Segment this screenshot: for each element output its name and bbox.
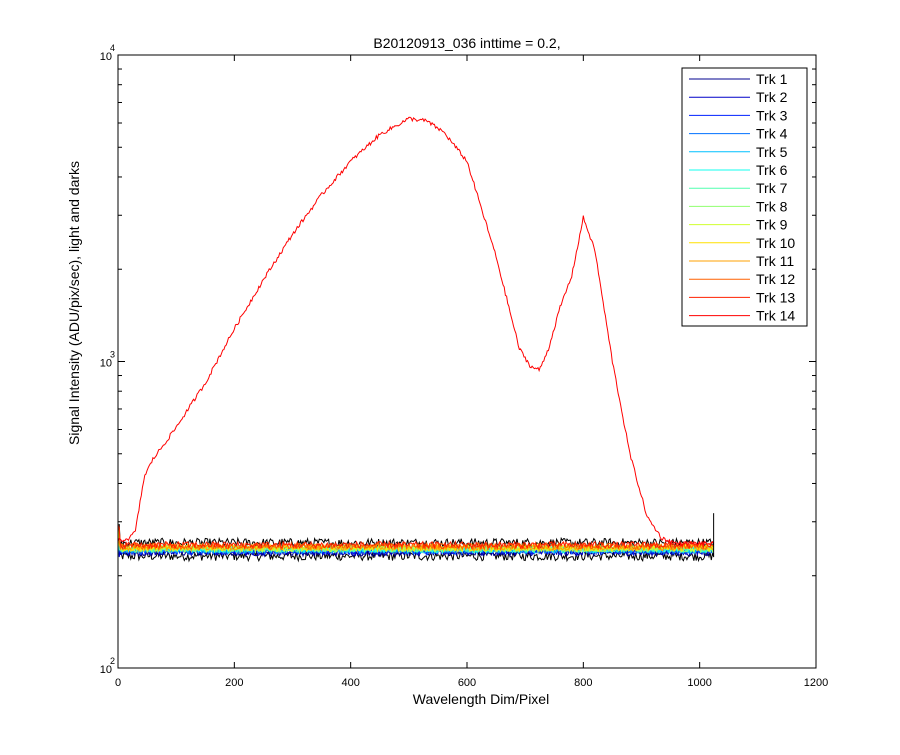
series-line-14 <box>118 116 714 547</box>
legend-label: Trk 11 <box>756 253 794 269</box>
x-tick-label: 600 <box>458 677 476 689</box>
y-tick-exponent: 2 <box>110 656 115 666</box>
legend-box <box>681 67 808 327</box>
legend-label: Trk 9 <box>756 217 788 233</box>
x-tick-label: 0 <box>115 677 121 689</box>
legend-label: Trk 7 <box>756 180 788 196</box>
y-tick-exponent: 3 <box>110 350 115 360</box>
legend-label: Trk 5 <box>756 144 788 160</box>
y-tick-label: 10 <box>100 664 112 676</box>
legend-label: Trk 4 <box>756 126 788 142</box>
y-axis-label: Signal Intensity (ADU/pix/sec), light an… <box>66 161 82 445</box>
y-tick-exponent: 4 <box>110 43 115 53</box>
legend-label: Trk 3 <box>756 107 788 123</box>
y-tick-label: 10 <box>100 51 112 63</box>
chart-title: B20120913_036 inttime = 0.2, <box>373 35 560 51</box>
series-line-13 <box>118 524 714 551</box>
x-tick-label: 800 <box>574 677 592 689</box>
x-tick-label: 400 <box>341 677 359 689</box>
x-tick-label: 1200 <box>804 677 828 689</box>
legend-label: Trk 14 <box>756 308 795 324</box>
legend-label: Trk 6 <box>756 162 788 178</box>
series-layer <box>118 116 715 563</box>
legend: Trk 1 Trk 2 Trk 3 Trk 4 Trk 5 Trk 6 Trk 7 Trk 8… <box>681 67 808 327</box>
y-tick-label: 10 <box>100 358 112 370</box>
legend-label: Trk 13 <box>756 289 795 305</box>
legend-label: Trk 10 <box>756 235 795 251</box>
x-tick-label: 200 <box>225 677 243 689</box>
legend-label: Trk 8 <box>756 198 788 214</box>
legend-label: Trk 12 <box>756 271 795 287</box>
legend-label: Trk 2 <box>756 89 788 105</box>
x-tick-label: 1000 <box>687 677 711 689</box>
legend-label: Trk 1 <box>756 71 788 87</box>
x-axis-label: Wavelength Dim/Pixel <box>413 691 549 707</box>
